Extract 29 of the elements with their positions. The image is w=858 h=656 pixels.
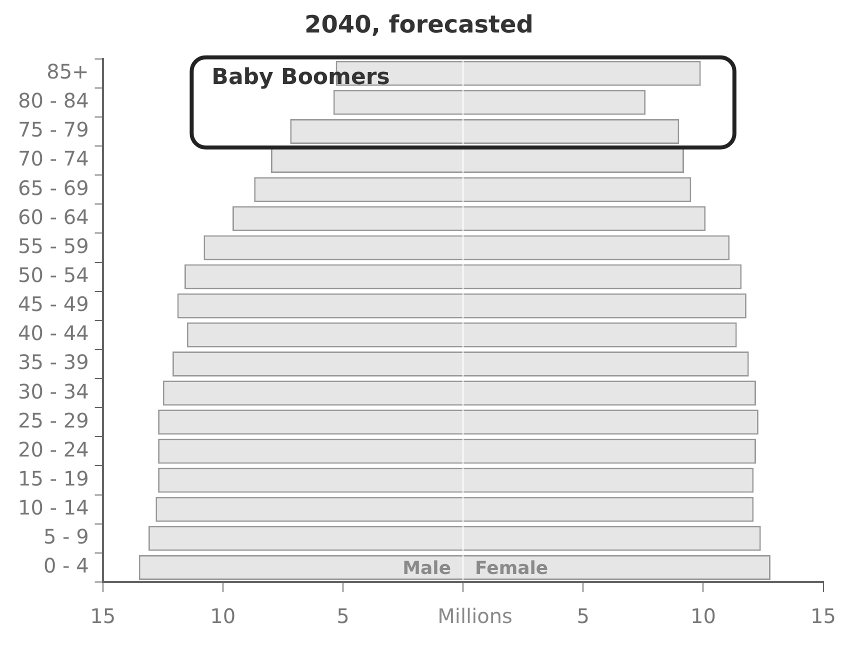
y-tick-label: 15 - 19 [18,466,89,490]
x-tick-label: 10 [210,604,236,628]
x-tick-label: 15 [810,604,836,628]
y-tick-label: 60 - 64 [18,204,89,229]
y-tick-label: 65 - 69 [18,176,89,200]
y-tick-label: 50 - 54 [18,263,89,288]
x-tick-label: 10 [690,604,716,628]
series-label: Male [402,558,452,580]
y-tick-label: 5 - 9 [43,524,89,549]
y-tick-label: 80 - 84 [18,88,89,113]
y-tick-label: 40 - 44 [18,321,89,346]
annotation: Baby Boomers [212,65,390,90]
y-tick-label: 30 - 34 [18,379,89,404]
y-tick-label: 45 - 49 [18,292,89,316]
y-tick-label: 20 - 24 [18,437,89,462]
chart-title: 2040, forecasted [304,10,534,39]
x-tick-label: 15 [90,604,116,628]
y-tick-label: 25 - 29 [18,408,89,432]
y-tick-label: 85+ [46,60,89,84]
y-tick-label: 55 - 59 [18,234,89,258]
x-tick-label: 5 [336,604,350,628]
y-tick-label: 75 - 79 [18,118,89,142]
x-tick-label: 5 [576,604,590,628]
y-tick-label: 70 - 74 [18,146,89,171]
x-axis-title: Millions [438,604,512,628]
y-tick-label: 10 - 14 [18,496,89,520]
y-tick-label: 0 - 4 [43,554,89,578]
series-label: Female [475,558,548,580]
y-tick-label: 35 - 39 [18,350,89,374]
